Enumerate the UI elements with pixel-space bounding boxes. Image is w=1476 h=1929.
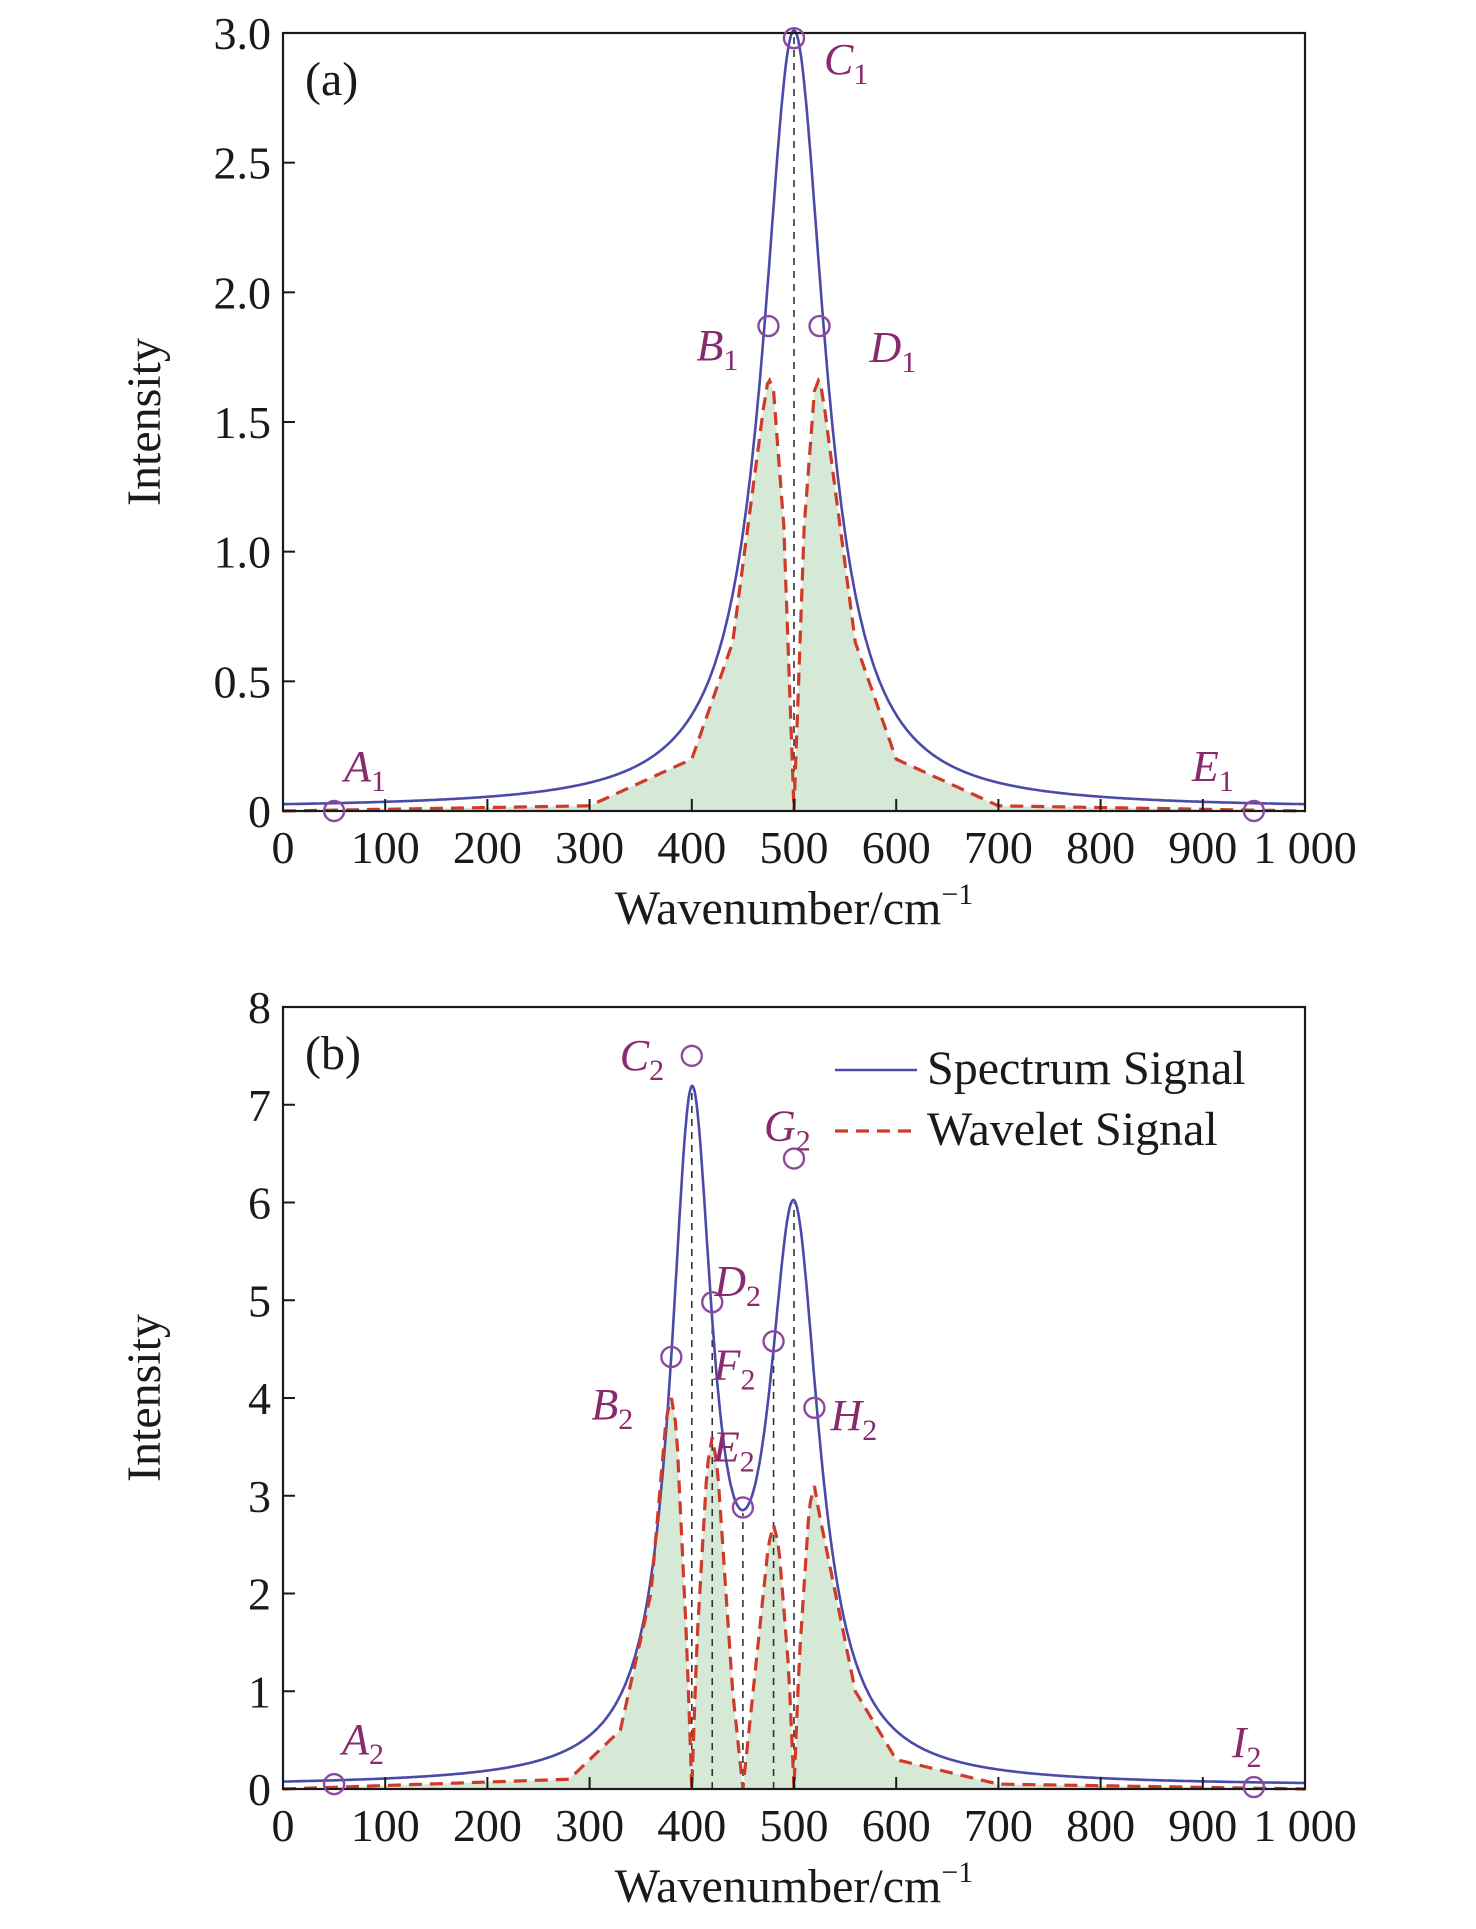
x-tick-label: 400 [657, 822, 726, 873]
y-tick-label: 1.0 [214, 527, 272, 578]
panel-label: (b) [305, 1027, 361, 1080]
marker-point-i2 [1242, 1775, 1266, 1799]
point-label-a2: A2 [339, 1715, 384, 1771]
y-tick-label: 2.0 [214, 267, 272, 318]
point-label-b2: B2 [591, 1380, 633, 1436]
y-tick-label: 0 [248, 786, 271, 837]
marker-point-e1 [1242, 799, 1266, 823]
point-label-subscript: 2 [862, 1414, 877, 1447]
spectrum-signal-line [282, 1084, 1305, 1785]
y-tick-label: 5 [248, 1275, 271, 1326]
point-label-subscript: 2 [796, 1125, 811, 1158]
x-tick-label: 100 [351, 1800, 420, 1851]
x-axis-label-exponent: −1 [941, 1856, 973, 1889]
x-tick-label: 400 [657, 1800, 726, 1851]
point-label-subscript: 1 [853, 58, 868, 91]
point-label-a1: A1 [341, 742, 386, 798]
point-label-b1: B1 [696, 321, 738, 377]
marker-point-c2 [680, 1044, 703, 1068]
point-label-subscript: 1 [901, 346, 916, 379]
point-label-subscript: 2 [746, 1280, 761, 1313]
legend-label-wavelet: Wavelet Signal [927, 1103, 1218, 1156]
point-label-subscript: 1 [371, 765, 386, 798]
marker-point-b1 [757, 314, 780, 338]
point-label-f2: F2 [713, 1340, 756, 1396]
marker-point-d2 [701, 1291, 724, 1314]
y-tick-label: 2.5 [214, 138, 272, 189]
point-label-e2: E2 [712, 1422, 755, 1478]
marker-point-h2 [803, 1396, 826, 1419]
x-tick-label: 300 [555, 1800, 624, 1851]
y-axis-label: Intensity [118, 338, 171, 506]
point-label-g2: G2 [764, 1102, 811, 1158]
y-tick-label: 0.5 [214, 656, 272, 707]
point-label-i2: I2 [1231, 1718, 1262, 1774]
x-tick-label: 300 [555, 822, 624, 873]
y-tick-label: 7 [248, 1080, 271, 1131]
x-tick-label: 200 [453, 1800, 522, 1851]
x-tick-label: 900 [1168, 1800, 1237, 1851]
legend-label-spectrum: Spectrum Signal [927, 1042, 1246, 1095]
point-label-d2: D2 [713, 1257, 761, 1313]
x-tick-label: 500 [760, 1800, 829, 1851]
marker-point-a2 [322, 1772, 346, 1796]
point-label-subscript: 2 [649, 1054, 664, 1087]
point-label-subscript: 2 [618, 1403, 633, 1436]
plot-frame [281, 31, 1307, 813]
point-label-d1: D1 [869, 323, 917, 379]
point-label-e1: E1 [1191, 742, 1234, 798]
point-label-subscript: 2 [369, 1738, 384, 1771]
y-tick-label: 6 [248, 1178, 271, 1229]
x-axis-label: Wavenumber/cm−1 [615, 1856, 974, 1913]
x-tick-label: 0 [272, 1800, 295, 1851]
x-tick-label: 1 000 [1253, 1800, 1357, 1851]
panel-label: (a) [305, 53, 358, 106]
y-tick-label: 2 [248, 1569, 271, 1620]
marker-point-c1 [782, 26, 806, 50]
marker-point-e2 [731, 1496, 755, 1519]
x-tick-label: 600 [862, 1800, 931, 1851]
spectrum-signal-line [283, 28, 1305, 806]
point-label-subscript: 1 [723, 344, 738, 377]
point-label-subscript: 2 [740, 1363, 755, 1396]
x-tick-label: 900 [1168, 822, 1237, 873]
point-label-c1: C1 [824, 35, 868, 91]
point-label-subscript: 2 [1247, 1741, 1262, 1774]
y-tick-label: 3.0 [214, 8, 272, 59]
x-tick-label: 0 [272, 822, 295, 873]
x-axis-label-exponent: −1 [941, 878, 973, 911]
x-tick-label: 800 [1066, 822, 1135, 873]
chart-panel-b: 0 100 200 300 400 500 600 700 800 900 1 000 0 1 2 3 4 5 6… [118, 982, 1357, 1913]
x-tick-label: 500 [760, 822, 829, 873]
marker-point-d1 [808, 314, 831, 338]
y-tick-label: 1.5 [214, 397, 272, 448]
y-tick-label: 4 [248, 1373, 271, 1424]
y-tick-label: 3 [248, 1471, 271, 1522]
x-tick-label: 700 [964, 1800, 1033, 1851]
x-tick-label: 1 000 [1253, 822, 1357, 873]
point-label-subscript: 1 [1219, 765, 1234, 798]
x-tick-label: 700 [964, 822, 1033, 873]
x-axis-label: Wavenumber/cm−1 [615, 878, 974, 935]
y-tick-label: 0 [248, 1764, 271, 1815]
x-tick-label: 800 [1066, 1800, 1135, 1851]
point-label-subscript: 2 [740, 1445, 755, 1478]
y-tick-label: 8 [248, 982, 271, 1033]
point-label-c2: C2 [620, 1031, 664, 1087]
y-tick-label: 1 [248, 1666, 271, 1717]
point-label-h2: H2 [829, 1391, 877, 1447]
marker-point-a1 [322, 799, 346, 823]
x-tick-label: 200 [453, 822, 522, 873]
marker-point-g2 [782, 1147, 806, 1170]
x-tick-label: 600 [862, 822, 931, 873]
marker-point-b2 [660, 1345, 683, 1369]
y-axis-label: Intensity [118, 1314, 171, 1482]
x-tick-label: 100 [351, 822, 420, 873]
chart-panel-a: 0 100 200 300 400 500 600 700 800 900 1 000 0 0.5 1.0… [118, 8, 1357, 935]
marker-point-f2 [762, 1330, 785, 1353]
